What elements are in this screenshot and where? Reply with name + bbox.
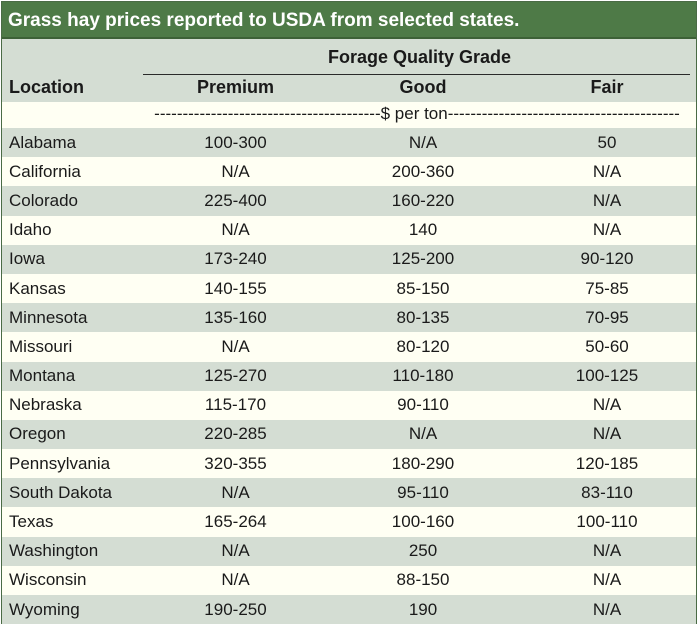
cell-location: Colorado — [2, 186, 143, 216]
cell-premium: N/A — [143, 215, 328, 245]
cell-premium: 165-264 — [143, 507, 328, 537]
cell-good: 110-180 — [328, 361, 518, 391]
cell-premium: N/A — [143, 478, 328, 508]
grade-heading-rule — [143, 74, 690, 75]
cell-good: 88-150 — [328, 565, 518, 595]
cell-location: Nebraska — [2, 390, 143, 420]
cell-location: Wisconsin — [2, 565, 143, 595]
cell-fair: N/A — [518, 390, 696, 420]
column-header-good: Good — [399, 77, 447, 97]
cell-fair: N/A — [518, 565, 696, 595]
cell-fair: 70-95 — [518, 303, 696, 333]
cell-premium: N/A — [143, 536, 328, 566]
cell-location: Alabama — [2, 128, 143, 158]
cell-fair: 83-110 — [518, 478, 696, 508]
table-row: Nebraska 115-170 90-110 N/A — [2, 390, 696, 420]
cell-premium: N/A — [143, 565, 328, 595]
cell-premium: 220-285 — [143, 419, 328, 450]
cell-fair: 75-85 — [518, 273, 696, 304]
cell-good: 90-110 — [328, 390, 518, 420]
cell-fair: 50 — [518, 128, 696, 158]
cell-fair: 100-110 — [518, 507, 696, 537]
cell-location: Iowa — [2, 244, 143, 274]
cell-good: 190 — [328, 595, 518, 625]
cell-location: Texas — [2, 507, 143, 537]
cell-fair: N/A — [518, 419, 696, 450]
cell-premium: 225-400 — [143, 186, 328, 216]
cell-location: Montana — [2, 361, 143, 391]
cell-good: N/A — [328, 128, 518, 158]
cell-good: 80-135 — [328, 303, 518, 333]
table-title: Grass hay prices reported to USDA from s… — [2, 2, 696, 39]
cell-fair: 50-60 — [518, 332, 696, 362]
cell-fair: N/A — [518, 536, 696, 566]
table-row: Colorado 225-400 160-220 N/A — [2, 186, 696, 216]
table-row: Alabama 100-300 N/A 50 — [2, 128, 696, 158]
cell-location: South Dakota — [2, 478, 143, 508]
cell-fair: 100-125 — [518, 361, 696, 391]
table-row: Minnesota 135-160 80-135 70-95 — [2, 303, 696, 333]
cell-location: Missouri — [2, 332, 143, 362]
table-row: California N/A 200-360 N/A — [2, 157, 696, 187]
cell-good: 85-150 — [328, 273, 518, 304]
table-row: Idaho N/A 140 N/A — [2, 215, 696, 245]
table-row: Missouri N/A 80-120 50-60 — [2, 332, 696, 362]
cell-premium: 140-155 — [143, 273, 328, 304]
cell-location: Kansas — [2, 273, 143, 304]
cell-good: N/A — [328, 419, 518, 450]
cell-premium: 173-240 — [143, 244, 328, 274]
cell-premium: 115-170 — [143, 390, 328, 420]
cell-fair: 90-120 — [518, 244, 696, 274]
cell-premium: 125-270 — [143, 361, 328, 391]
cell-fair: 120-185 — [518, 449, 696, 479]
table-row: Iowa 173-240 125-200 90-120 — [2, 244, 696, 274]
column-header-premium: Premium — [196, 77, 275, 97]
units-row: ----------------------------------------… — [2, 101, 696, 128]
cell-good: 160-220 — [328, 186, 518, 216]
table-row: Kansas 140-155 85-150 75-85 — [2, 273, 696, 304]
table-row: Washington N/A 250 N/A — [2, 536, 696, 566]
cell-good: 95-110 — [328, 478, 518, 508]
cell-fair: N/A — [518, 215, 696, 245]
table-row: Pennsylvania 320-355 180-290 120-185 — [2, 449, 696, 479]
cell-location: Oregon — [2, 419, 143, 450]
price-table-body: Alabama 100-300 N/A 50 California N/A 200-360 N… — [2, 128, 696, 625]
table-row: Wyoming 190-250 190 N/A — [2, 595, 696, 625]
cell-location: Idaho — [2, 215, 143, 245]
table-row: Wisconsin N/A 88-150 N/A — [2, 565, 696, 595]
cell-location: Wyoming — [2, 595, 143, 625]
cell-premium: 190-250 — [143, 595, 328, 625]
cell-fair: N/A — [518, 157, 696, 187]
cell-location: California — [2, 157, 143, 187]
cell-fair: N/A — [518, 186, 696, 216]
cell-good: 80-120 — [328, 332, 518, 362]
cell-good: 180-290 — [328, 449, 518, 479]
table-row: Oregon 220-285 N/A N/A — [2, 419, 696, 450]
column-header-location: Location — [9, 77, 84, 97]
table-header: Forage Quality Grade Location Premium Go… — [2, 39, 696, 101]
cell-premium: 320-355 — [143, 449, 328, 479]
cell-premium: N/A — [143, 157, 328, 187]
cell-good: 140 — [328, 215, 518, 245]
cell-location: Pennsylvania — [2, 449, 143, 479]
cell-good: 125-200 — [328, 244, 518, 274]
cell-premium: 135-160 — [143, 303, 328, 333]
cell-premium: 100-300 — [143, 128, 328, 158]
column-header-fair: Fair — [590, 77, 624, 97]
cell-good: 250 — [328, 536, 518, 566]
cell-good: 100-160 — [328, 507, 518, 537]
grade-group-heading: Forage Quality Grade — [327, 47, 512, 67]
cell-good: 200-360 — [328, 157, 518, 187]
cell-location: Washington — [2, 536, 143, 566]
table-row: Texas 165-264 100-160 100-110 — [2, 507, 696, 537]
table-row: Montana 125-270 110-180 100-125 — [2, 361, 696, 391]
table-row: South Dakota N/A 95-110 83-110 — [2, 478, 696, 508]
units-label: ----------------------------------------… — [154, 104, 680, 123]
cell-location: Minnesota — [2, 303, 143, 333]
cell-fair: N/A — [518, 595, 696, 625]
cell-premium: N/A — [143, 332, 328, 362]
